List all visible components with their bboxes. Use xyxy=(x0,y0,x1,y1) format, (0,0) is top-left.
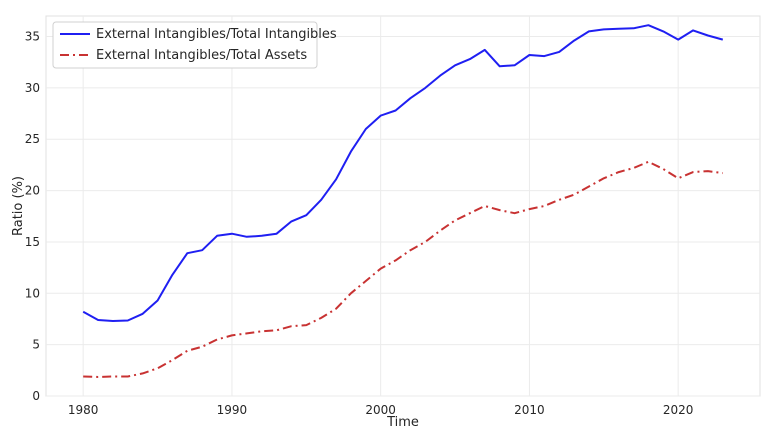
x-tick-label: 1990 xyxy=(217,403,248,417)
y-tick-label: 15 xyxy=(25,235,40,249)
x-axis-label: Time xyxy=(386,415,419,430)
plot-area xyxy=(45,15,761,397)
y-tick-labels: 0 5 10 15 20 25 30 35 xyxy=(25,30,40,403)
series-line-1 xyxy=(83,160,723,378)
x-tick-label: 2020 xyxy=(663,403,694,417)
legend-label-total-intangibles: External Intangibles/Total Intangibles xyxy=(96,27,337,42)
legend: External Intangibles/Total Intangibles E… xyxy=(52,21,337,69)
y-tick-label: 25 xyxy=(25,132,40,146)
x-tick-label: 2000 xyxy=(365,403,396,417)
y-tick-label: 35 xyxy=(25,30,40,44)
legend-box xyxy=(52,21,318,69)
y-tick-label: 20 xyxy=(25,184,40,198)
series-line-0 xyxy=(82,24,724,322)
y-tick-label: 5 xyxy=(32,338,40,352)
grid-lines xyxy=(46,16,760,397)
y-tick-label: 30 xyxy=(25,81,40,95)
legend-label-total-assets: External Intangibles/Total Assets xyxy=(96,48,307,63)
x-tick-labels: 1980 1990 2000 2010 2020 xyxy=(68,403,694,417)
x-tick-label: 1980 xyxy=(68,403,99,417)
y-tick-label: 0 xyxy=(32,389,40,403)
y-axis-label: Ratio (%) xyxy=(11,176,26,236)
series-lines xyxy=(82,24,724,378)
y-tick-label: 10 xyxy=(25,286,40,300)
x-tick-label: 2010 xyxy=(514,403,545,417)
